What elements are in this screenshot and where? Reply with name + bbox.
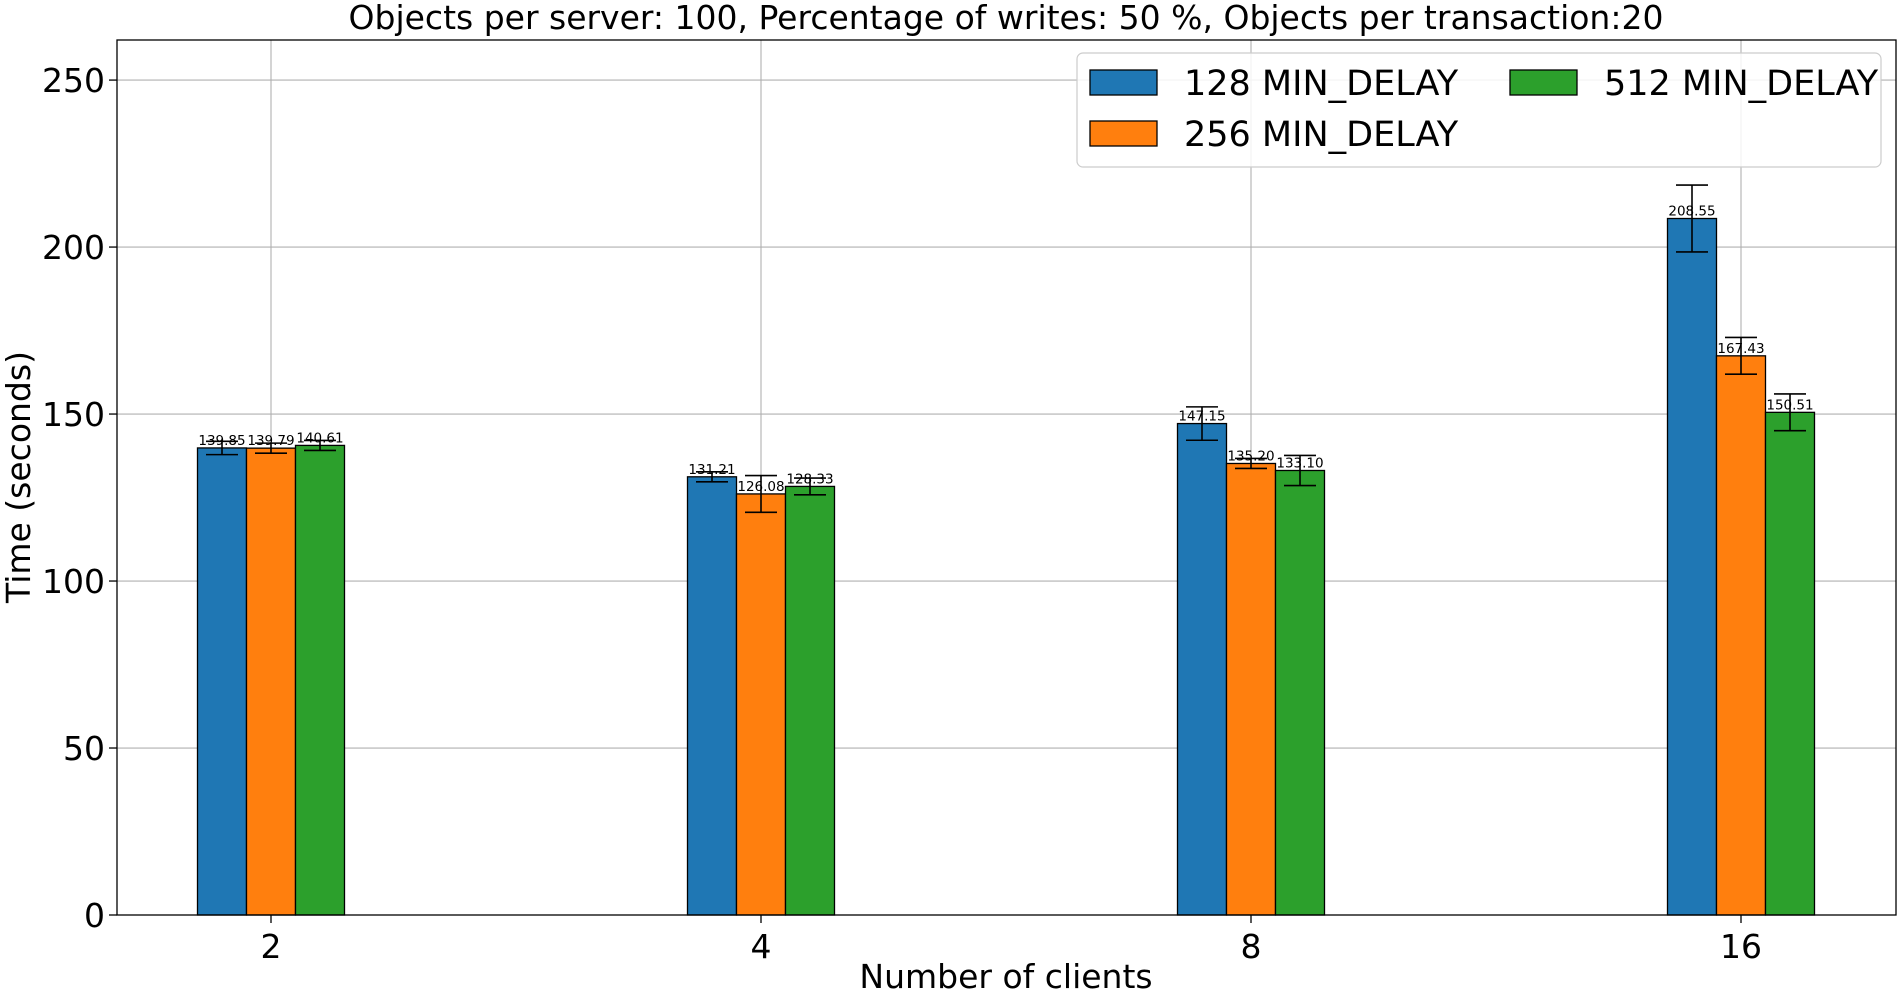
x-tick-label: 8 [1241,927,1262,966]
y-tick-label: 250 [42,61,105,100]
legend-box [1076,52,1882,168]
plot-frame [116,39,1897,916]
data-label: 131.21 [688,462,735,478]
legend-swatch [1089,120,1158,147]
data-label: 150.51 [1766,397,1813,413]
bar-512-min-delay [1764,411,1816,916]
data-label: 135.20 [1227,448,1274,464]
data-label: 133.10 [1276,455,1323,471]
grid-lines [117,40,1896,916]
legend-swatch [1509,69,1578,96]
data-label: 167.43 [1717,341,1764,357]
bar-series [196,217,1816,916]
data-label: 140.61 [296,430,343,446]
data-label: 139.85 [198,433,245,449]
error-bars [206,184,1806,514]
bar-512-min-delay [784,485,836,916]
legend: 128 MIN_DELAY 256 MIN_DELAY 512 MIN_DELAY [1076,52,1882,168]
x-tick-label: 16 [1720,927,1762,966]
chart-title: Objects per server: 100, Percentage of w… [349,0,1664,37]
bar-256-min-delay [735,493,787,916]
axis-ticks: 0 50 100 150 200 250 2 4 8 16 [42,61,1762,966]
data-labels: 139.85 131.21 147.15 208.55 139.79 126.08 135.… [198,204,1813,495]
data-label: 147.15 [1178,409,1225,425]
legend-label: 512 MIN_DELAY [1604,64,1879,104]
bar-512-min-delay [294,444,346,916]
y-tick-label: 100 [42,562,105,601]
y-tick-label: 50 [63,729,105,768]
bar-128-min-delay [1666,217,1718,916]
bar-128-min-delay [196,447,248,916]
legend-label: 256 MIN_DELAY [1184,115,1459,155]
y-tick-label: 200 [42,228,105,267]
x-tick-label: 4 [751,927,772,966]
y-tick-label: 0 [84,896,105,935]
data-label: 128.33 [786,471,833,487]
bar-128-min-delay [686,476,738,916]
data-label: 126.08 [737,479,784,495]
bar-256-min-delay [245,447,297,916]
x-axis-title: Number of clients [859,957,1152,996]
data-label: 208.55 [1668,204,1715,220]
data-label: 139.79 [247,433,294,449]
x-tick-label: 2 [261,927,282,966]
bar-256-min-delay [1225,462,1277,916]
bar-512-min-delay [1274,469,1326,916]
bar-128-min-delay [1176,422,1228,916]
y-tick-label: 150 [42,395,105,434]
legend-label: 128 MIN_DELAY [1184,64,1459,104]
y-axis-title: Time (seconds) [0,351,38,604]
bar-256-min-delay [1715,355,1767,916]
legend-swatch [1089,69,1158,96]
